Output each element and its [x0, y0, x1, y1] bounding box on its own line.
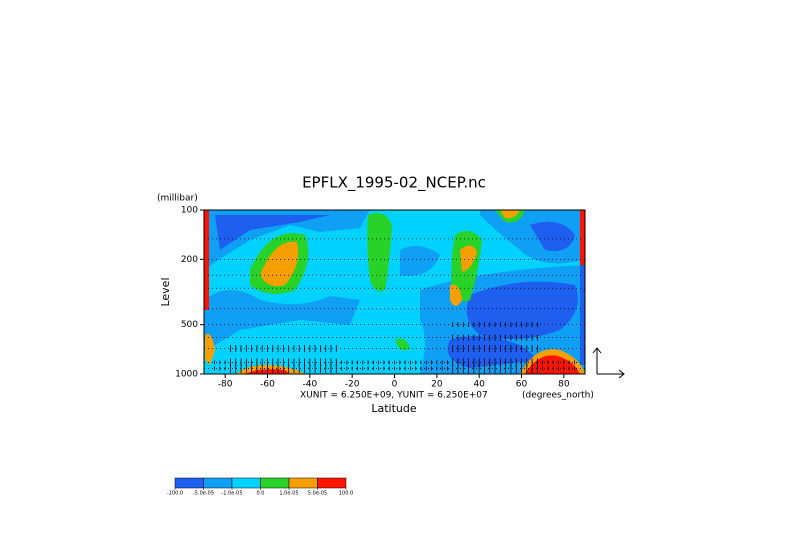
colorbar-box [288, 477, 318, 489]
y-axis-label: Level [159, 277, 172, 306]
x-tick-label: 0 [392, 380, 398, 390]
colorbar-label: 5.0e-05 [308, 491, 327, 497]
x-tick-label: -80 [218, 380, 233, 390]
field-region [450, 284, 462, 306]
colorbar-box [174, 477, 204, 489]
y-unit-label: (millibar) [157, 194, 198, 204]
colorbar-label: 100.0 [339, 491, 353, 497]
field-region [215, 215, 330, 250]
field-region [500, 210, 520, 219]
colorbar-box [317, 477, 347, 489]
x-tick-label: 20 [431, 380, 443, 390]
x-tick-label: 40 [473, 380, 485, 390]
vector-scale-label: XUNIT = 6.250E+09, YUNIT = 6.250E+07 [300, 391, 488, 401]
colorbar-label: -100.0 [167, 491, 183, 497]
field-region [400, 246, 440, 276]
y-tick-label: 1000 [175, 370, 198, 380]
field-region [525, 355, 580, 374]
x-tick-label: 80 [558, 380, 570, 390]
field-region [395, 338, 410, 351]
x-axis-label: Latitude [371, 402, 417, 415]
colorbar-label: 0.0 [257, 491, 265, 497]
field-region [580, 210, 585, 265]
field-region [204, 210, 209, 310]
colorbar-box [231, 477, 261, 489]
colorbar-label: -1.0e-05 [222, 491, 243, 497]
x-unit-label: (degrees_north) [522, 391, 594, 401]
field-regions [204, 210, 585, 374]
colorbar-label: -5.0e-05 [193, 491, 214, 497]
field-region [447, 336, 540, 368]
x-tick-label: -60 [260, 380, 275, 390]
x-tick-label: 60 [516, 380, 528, 390]
x-tick-label: -20 [345, 380, 360, 390]
field-region [205, 334, 215, 365]
x-tick-label: -40 [302, 380, 317, 390]
colorbar-box [260, 477, 290, 489]
y-tick-label: 500 [181, 320, 198, 330]
y-tick-label: 100 [181, 206, 198, 216]
colorbar-box [203, 477, 233, 489]
chart-title: EPFLX_1995-02_NCEP.nc [302, 174, 486, 193]
field-region [204, 290, 360, 350]
colorbar-label: 1.0e-05 [279, 491, 298, 497]
field-region [466, 281, 578, 339]
contour-field [204, 210, 585, 374]
field-region [580, 265, 585, 365]
field-region [367, 212, 392, 292]
y-tick-label: 200 [181, 255, 198, 265]
vector-key [592, 347, 625, 379]
field-region [460, 245, 477, 272]
field-region [530, 221, 575, 251]
